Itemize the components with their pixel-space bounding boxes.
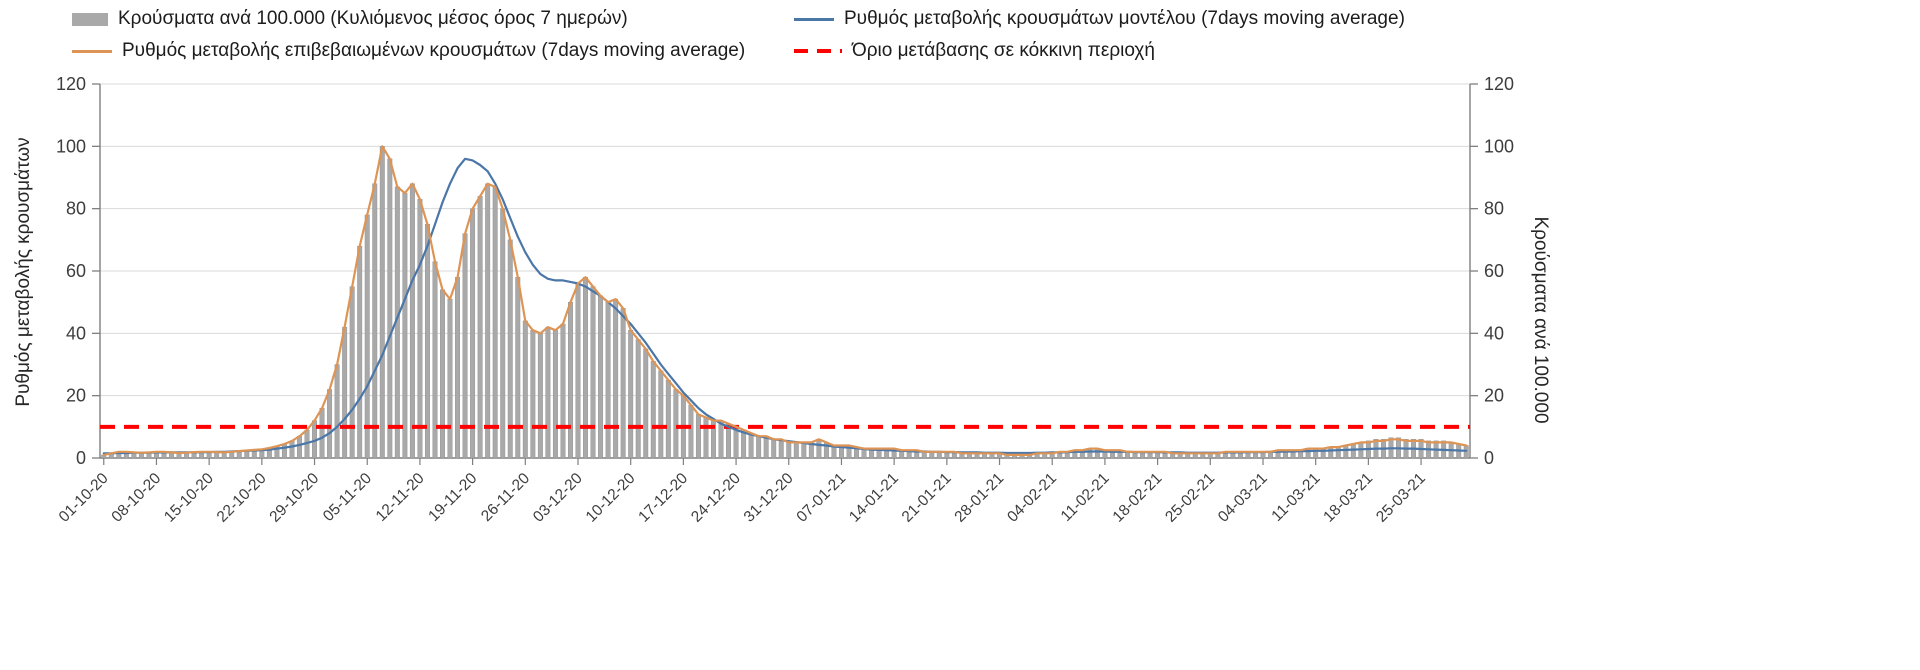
svg-text:11-03-21: 11-03-21 <box>1268 470 1323 525</box>
svg-text:0: 0 <box>1484 448 1494 468</box>
svg-text:100: 100 <box>1484 136 1514 156</box>
svg-text:60: 60 <box>66 261 86 281</box>
svg-text:01-10-20: 01-10-20 <box>56 470 112 526</box>
svg-text:120: 120 <box>56 74 86 94</box>
svg-text:07-01-21: 07-01-21 <box>793 470 849 526</box>
svg-text:26-11-20: 26-11-20 <box>478 470 533 525</box>
svg-text:10-12-20: 10-12-20 <box>583 470 639 526</box>
legend-label-cases-per-100k: Κρούσματα ανά 100.000 (Κυλιόμενος μέσος … <box>118 8 628 29</box>
svg-text:0: 0 <box>76 448 86 468</box>
legend-label-model-rate: Ρυθμός μεταβολής κρουσμάτων μοντέλου (7d… <box>844 8 1405 29</box>
svg-text:19-11-20: 19-11-20 <box>425 470 480 525</box>
svg-text:31-12-20: 31-12-20 <box>741 470 797 526</box>
right-axis-title: Κρούσματα ανά 100.000 <box>1530 216 1551 424</box>
svg-text:28-01-21: 28-01-21 <box>951 470 1007 526</box>
confirmed-line-swatch-icon <box>72 49 112 53</box>
svg-text:120: 120 <box>1484 74 1514 94</box>
threshold-dash-swatch-icon <box>794 48 842 54</box>
svg-text:18-03-21: 18-03-21 <box>1320 470 1376 526</box>
svg-text:08-10-20: 08-10-20 <box>108 470 164 526</box>
svg-text:05-11-20: 05-11-20 <box>320 470 375 525</box>
svg-text:03-12-20: 03-12-20 <box>530 470 586 526</box>
svg-text:20: 20 <box>1484 386 1504 406</box>
svg-text:25-02-21: 25-02-21 <box>1162 470 1218 526</box>
svg-text:22-10-20: 22-10-20 <box>214 470 270 526</box>
svg-text:12-11-20: 12-11-20 <box>373 470 428 525</box>
svg-text:14-01-21: 14-01-21 <box>846 470 902 526</box>
legend-item-cases-per-100k: Κρούσματα ανά 100.000 (Κυλιόμενος μέσος … <box>72 8 794 30</box>
svg-text:20: 20 <box>66 386 86 406</box>
svg-text:40: 40 <box>66 323 86 343</box>
svg-text:60: 60 <box>1484 261 1504 281</box>
legend-item-model-rate: Ρυθμός μεταβολής κρουσμάτων μοντέλου (7d… <box>794 8 1405 30</box>
svg-text:17-12-20: 17-12-20 <box>635 470 691 526</box>
legend-item-confirmed-rate: Ρυθμός μεταβολής επιβεβαιωμένων κρουσμάτ… <box>72 40 794 62</box>
svg-text:04-02-21: 04-02-21 <box>1004 470 1060 526</box>
svg-text:25-03-21: 25-03-21 <box>1373 470 1429 526</box>
svg-text:04-03-21: 04-03-21 <box>1215 470 1271 526</box>
svg-text:18-02-21: 18-02-21 <box>1110 470 1166 526</box>
svg-text:80: 80 <box>66 199 86 219</box>
svg-text:40: 40 <box>1484 323 1504 343</box>
svg-text:100: 100 <box>56 136 86 156</box>
left-axis-title: Ρυθμός μεταβολής κρουσμάτων <box>13 137 34 407</box>
svg-text:24-12-20: 24-12-20 <box>688 470 744 526</box>
svg-text:11-02-21: 11-02-21 <box>1058 470 1113 525</box>
chart-legend: Κρούσματα ανά 100.000 (Κυλιόμενος μέσος … <box>72 8 1405 62</box>
legend-label-confirmed-rate: Ρυθμός μεταβολής επιβεβαιωμένων κρουσμάτ… <box>122 40 746 61</box>
model-line-swatch-icon <box>794 17 834 21</box>
bar-series-swatch-icon <box>72 12 108 26</box>
svg-text:29-10-20: 29-10-20 <box>266 470 322 526</box>
legend-item-red-threshold: Όριο μετάβασης σε κόκκινη περιοχή <box>794 40 1405 62</box>
svg-text:21-01-21: 21-01-21 <box>899 470 955 526</box>
legend-label-red-threshold: Όριο μετάβασης σε κόκκινη περιοχή <box>852 40 1155 61</box>
svg-text:15-10-20: 15-10-20 <box>161 470 217 526</box>
svg-text:80: 80 <box>1484 199 1504 219</box>
